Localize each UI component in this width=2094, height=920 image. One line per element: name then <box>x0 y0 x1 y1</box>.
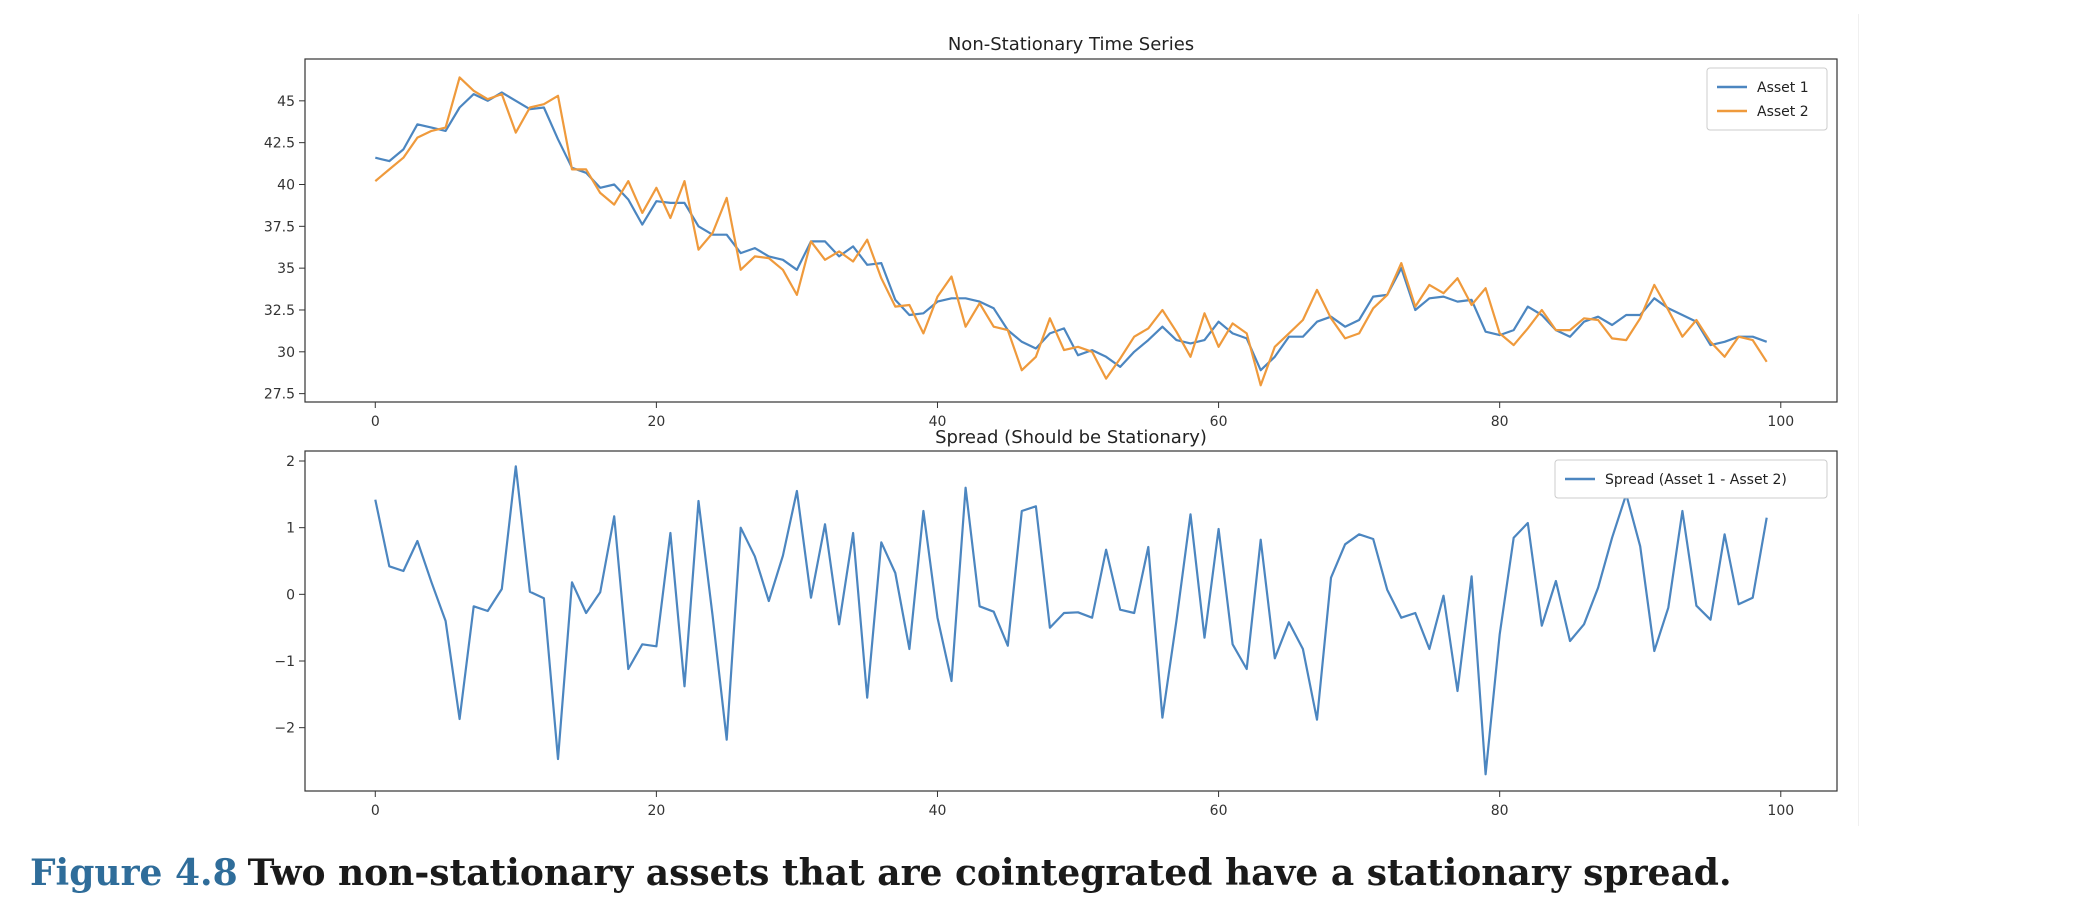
figure-panel: Non-Stationary Time Series 0 20 40 60 80 100 27… <box>248 14 1859 826</box>
y-tick-label: 37.5 <box>264 219 295 235</box>
x-tick-label: 100 <box>1767 414 1794 430</box>
y-tick-label: 40 <box>277 177 295 193</box>
x-tick-label: 40 <box>929 803 947 819</box>
x-tick-label: 60 <box>1210 414 1228 430</box>
x-tick-label: 60 <box>1210 803 1228 819</box>
legend-box <box>1554 459 1828 499</box>
y-tick-label: 0 <box>286 587 295 603</box>
series-line-1 <box>375 91 1768 372</box>
x-tick-label: 20 <box>647 803 665 819</box>
legend-label: Asset 1 <box>1757 80 1809 96</box>
x-tick-label: 20 <box>647 414 665 430</box>
chart-panel-2: Spread (Should be Stationary)0 20 40 60 80 10… <box>274 427 1838 819</box>
y-tick-label: 2 <box>286 454 295 470</box>
x-tick-label: 80 <box>1491 803 1509 819</box>
x-tick-label: 0 <box>371 803 380 819</box>
series-line-2 <box>374 76 1768 387</box>
series-line-1 <box>374 465 1768 776</box>
y-tick-label: 32.5 <box>264 303 295 319</box>
plot-frame <box>304 450 1838 792</box>
figure-caption-text: Two non-stationary assets that are coint… <box>247 852 1732 894</box>
y-tick-label: 35 <box>277 261 295 277</box>
y-tick-label: −1 <box>274 654 295 670</box>
y-tick-label: −2 <box>274 721 295 737</box>
y-tick-label: 1 <box>286 521 295 537</box>
x-tick-label: 80 <box>1491 414 1509 430</box>
chart-title: Non-Stationary Time Series <box>948 34 1194 55</box>
y-tick-label: 30 <box>277 345 295 361</box>
figure-number: Figure 4.8 <box>30 852 238 894</box>
chart-panel-1: Non-Stationary Time Series 0 20 40 60 80 100 27… <box>264 34 1838 430</box>
y-tick-label: 42.5 <box>264 136 295 152</box>
plot-frame <box>304 58 1838 403</box>
y-tick-label: 27.5 <box>264 387 295 403</box>
legend-label: Spread (Asset 1 - Asset 2) <box>1605 472 1787 488</box>
x-tick-label: 0 <box>371 414 380 430</box>
legend-label: Asset 2 <box>1757 104 1809 120</box>
figure-caption: Figure 4.8 Two non-stationary assets that… <box>30 852 1732 894</box>
chart-title: Spread (Should be Stationary) <box>935 427 1207 448</box>
x-tick-label: 100 <box>1767 803 1794 819</box>
y-tick-label: 45 <box>277 94 295 110</box>
x-tick-label: 40 <box>929 414 947 430</box>
legend-box <box>1706 67 1828 131</box>
